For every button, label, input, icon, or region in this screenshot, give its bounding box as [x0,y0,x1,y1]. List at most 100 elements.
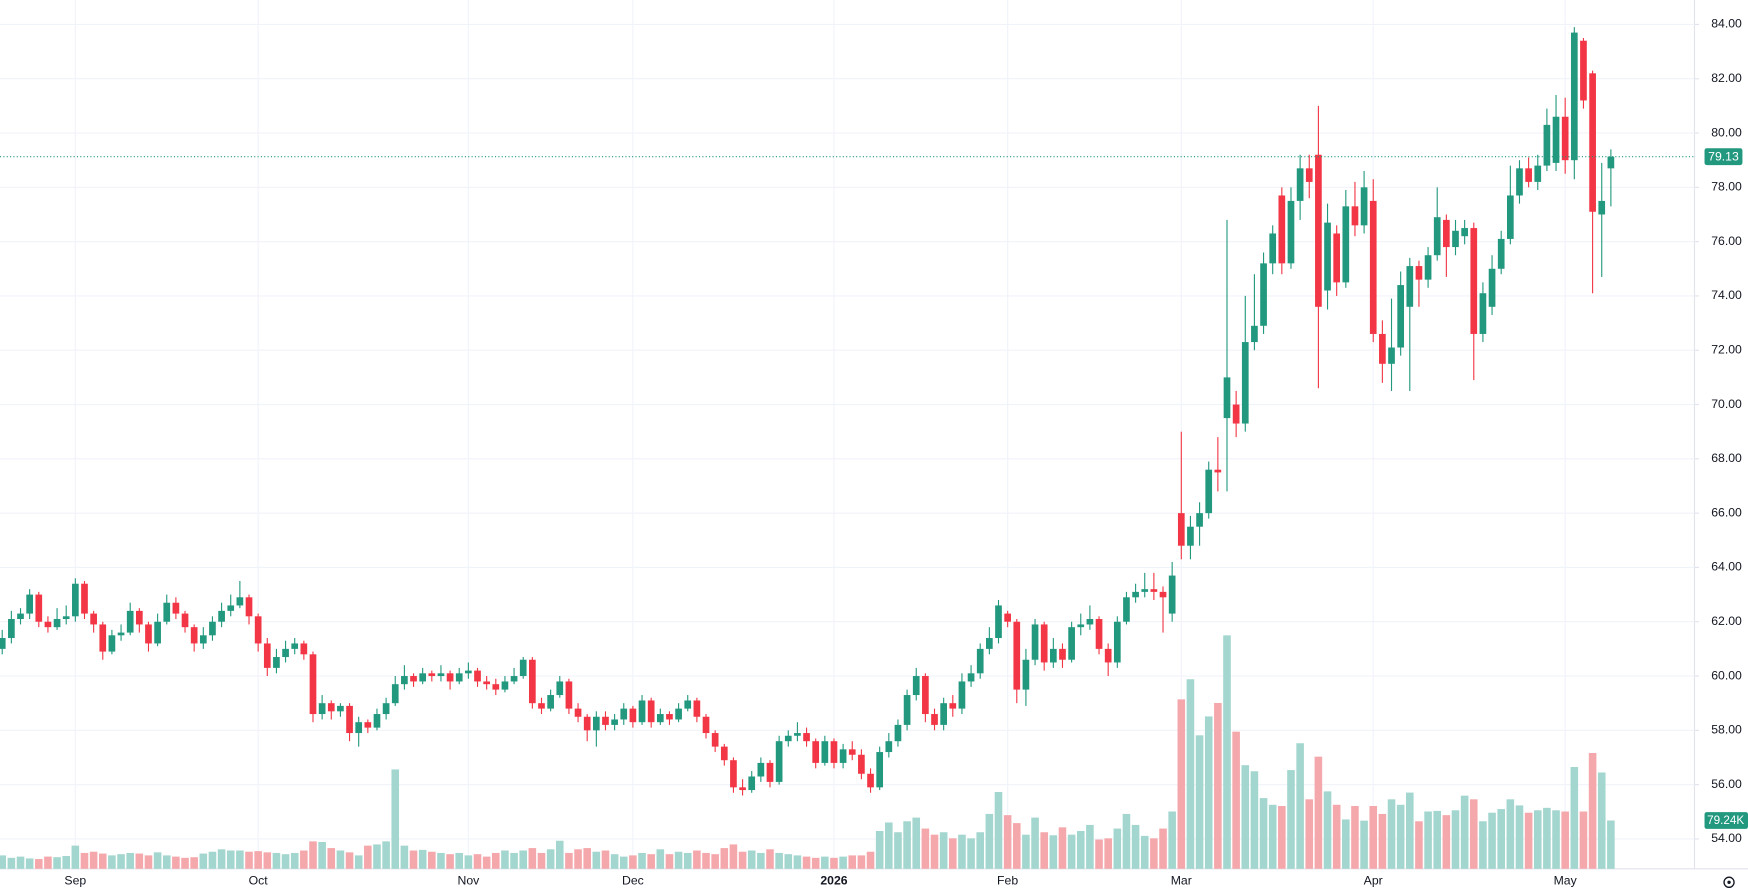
candle-body [867,773,874,788]
y-tick-label: 60.00 [1711,668,1742,682]
settings-icon-ring[interactable] [1723,876,1735,888]
candle-body [1241,342,1249,424]
volume-bar [583,848,591,869]
volume-bar [1351,806,1359,869]
candle-body [1506,195,1514,239]
volume-bar [1067,834,1076,869]
candle-body [35,594,43,622]
candle-body [647,700,655,723]
volume-bar [1232,731,1240,869]
candle-body [483,681,490,685]
volume-bar [1533,810,1542,869]
volume-bar [638,852,646,869]
candle-body [1022,659,1030,690]
volume-bar [62,855,71,869]
volume-bar [400,845,409,869]
volume-bar [811,857,820,869]
candle-body [53,619,61,628]
volume-bar [738,851,747,869]
candle-body [1315,154,1322,307]
x-tick-label: May [1554,873,1578,887]
volume-bar [1031,817,1039,869]
candle-body [355,722,363,734]
volume-bar [373,844,381,869]
volume-bar [1214,703,1222,869]
candle-body [501,681,509,690]
candle-body [163,602,171,622]
candle-body [1488,268,1496,307]
candle-body [656,714,664,723]
volume-bar [967,838,975,869]
candle-body [1287,200,1295,264]
candle-body [1232,404,1240,424]
volume-bar [1278,806,1286,869]
candle-body [784,735,792,742]
candle-body [711,733,719,747]
candle-body [26,594,33,614]
volume-bar [747,850,756,869]
last-volume-tag [1704,812,1748,829]
candle-body [282,648,289,658]
candle-body [1004,613,1011,622]
candle-body [1443,219,1450,248]
volume-bar [976,832,985,869]
volume-bar [565,852,573,869]
volume-bar [1159,828,1167,869]
y-tick-label: 66.00 [1711,505,1742,519]
y-tick-label: 74.00 [1711,288,1742,302]
volume-bar [1406,792,1414,869]
volume-bar [309,841,317,869]
candle-body [1470,228,1478,334]
volume-bar [245,851,253,869]
candle-body [492,684,500,690]
candle-body [519,659,527,677]
y-tick-label: 70.00 [1711,397,1742,411]
candle-body [894,724,902,742]
volume-bar [263,852,272,869]
settings-icon[interactable] [1723,876,1735,888]
volume-bar [939,832,948,869]
volume-bar [592,851,601,869]
candle-body [373,714,381,728]
candle-body [199,635,207,644]
volume-bar [345,852,354,869]
candle-body [1095,619,1103,649]
candle-body [922,676,929,715]
candle-body [848,749,856,755]
candle-body [821,741,829,763]
volume-bar [482,856,491,869]
volume-bar [391,769,400,869]
candle-body [1214,469,1222,473]
volume-bar [98,853,107,869]
candle-body [976,648,984,674]
volume-bar [1579,811,1588,869]
candle-body [1132,591,1139,598]
volume-bar [610,854,619,869]
candle-body [382,703,390,715]
volume-bar [1479,821,1487,869]
volume-bar [510,852,518,869]
volume-bar [1195,735,1204,869]
candle-body [702,716,710,734]
volume-bar [693,850,701,869]
volume-bar [327,848,336,869]
candle-body [245,597,253,617]
x-tick-label: Apr [1364,873,1383,887]
volume-bar [1168,811,1176,869]
candle-body [1525,168,1532,182]
volume-bar [300,850,308,869]
volume-bar [830,857,838,869]
candle-body [1159,591,1167,598]
volume-bar [1570,767,1579,869]
candle-body [273,657,280,668]
candle-body [1379,333,1386,364]
candle-body [1187,526,1194,546]
volume-bar [117,854,125,869]
settings-icon-dot[interactable] [1727,880,1731,884]
volume-bar [647,854,655,869]
volume-bar [1131,824,1140,869]
candle-body [1497,238,1505,269]
volume-bar [364,845,372,869]
volume-bar [1369,806,1378,869]
